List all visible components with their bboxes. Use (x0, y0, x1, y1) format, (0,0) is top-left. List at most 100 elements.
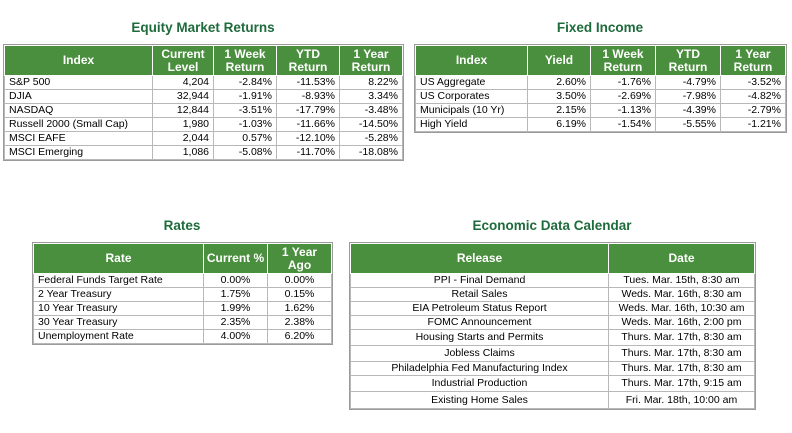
calendar-cell: EIA Petroleum Status Report (350, 301, 609, 316)
equity-cell: NASDAQ (4, 103, 153, 118)
fixed-income-cell: -1.76% (590, 75, 656, 90)
calendar-cell: PPI - Final Demand (350, 273, 609, 288)
calendar-header: Release (350, 243, 609, 274)
table-row: PPI - Final Demand Tues. Mar. 15th, 8:30… (350, 273, 755, 288)
rates-cell: 2.38% (267, 315, 332, 330)
calendar-cell: Jobless Claims (350, 345, 609, 362)
calendar-cell: Weds. Mar. 16th, 10:30 am (608, 301, 755, 316)
table-row: Municipals (10 Yr) 2.15% -1.13% -4.39% -… (415, 103, 786, 118)
rates-cell: 30 Year Treasury (33, 315, 204, 330)
equity-cell: -17.79% (276, 103, 340, 118)
rates-header: Rate (33, 243, 204, 274)
table-row: 2 Year Treasury 1.75% 0.15% (33, 287, 332, 302)
equity-cell: MSCI EAFE (4, 131, 153, 146)
equity-header-row: Index Current Level 1 Week Return YTD Re… (4, 45, 403, 76)
rates-cell: 2.35% (203, 315, 268, 330)
fixed-income-header: Yield (527, 45, 591, 76)
calendar-header: Date (608, 243, 755, 274)
fixed-income-cell: -1.21% (720, 117, 786, 132)
equity-cell: -2.84% (213, 75, 277, 90)
calendar-cell: Weds. Mar. 16th, 8:30 am (608, 287, 755, 302)
fixed-income-cell: 3.50% (527, 89, 591, 104)
equity-cell: -11.66% (276, 117, 340, 132)
fixed-income-cell: -1.13% (590, 103, 656, 118)
calendar-cell: FOMC Announcement (350, 315, 609, 330)
table-row: Unemployment Rate 4.00% 6.20% (33, 329, 332, 344)
equity-cell: 1,086 (152, 145, 214, 160)
equity-cell: 0.57% (213, 131, 277, 146)
table-row: High Yield 6.19% -1.54% -5.55% -1.21% (415, 117, 786, 132)
table-row: US Corporates 3.50% -2.69% -7.98% -4.82% (415, 89, 786, 104)
rates-cell: 0.00% (267, 273, 332, 288)
fixed-income-cell: -2.79% (720, 103, 786, 118)
rates-header-row: Rate Current % 1 Year Ago (33, 243, 332, 274)
equity-table: Index Current Level 1 Week Return YTD Re… (3, 44, 404, 161)
rates-cell: 0.00% (203, 273, 268, 288)
fixed-income-cell: US Aggregate (415, 75, 528, 90)
fixed-income-cell: -5.55% (655, 117, 721, 132)
rates-header: 1 Year Ago (267, 243, 332, 274)
equity-cell: Russell 2000 (Small Cap) (4, 117, 153, 132)
fixed-income-header: Index (415, 45, 528, 76)
fixed-income-cell: -4.39% (655, 103, 721, 118)
rates-cell: 2 Year Treasury (33, 287, 204, 302)
equity-cell: -5.08% (213, 145, 277, 160)
equity-cell: 1,980 (152, 117, 214, 132)
table-row: Existing Home Sales Fri. Mar. 18th, 10:0… (350, 391, 755, 409)
rates-header: Current % (203, 243, 268, 274)
table-row: MSCI Emerging 1,086 -5.08% -11.70% -18.0… (4, 145, 403, 160)
table-row: Retail Sales Weds. Mar. 16th, 8:30 am (350, 287, 755, 302)
equity-cell: -3.51% (213, 103, 277, 118)
calendar-table: Release Date PPI - Final Demand Tues. Ma… (349, 242, 756, 410)
equity-cell: 8.22% (339, 75, 403, 90)
calendar-cell: Existing Home Sales (350, 391, 609, 409)
equity-cell: -11.70% (276, 145, 340, 160)
calendar-cell: Philadelphia Fed Manufacturing Index (350, 361, 609, 376)
fixed-income-cell: -3.52% (720, 75, 786, 90)
fixed-income-header: YTD Return (655, 45, 721, 76)
rates-cell: 10 Year Treasury (33, 301, 204, 316)
table-row: Industrial Production Thurs. Mar. 17th, … (350, 375, 755, 392)
calendar-cell: Thurs. Mar. 17th, 9:15 am (608, 375, 755, 392)
fixed-income-cell: 2.15% (527, 103, 591, 118)
table-row: Housing Starts and Permits Thurs. Mar. 1… (350, 329, 755, 346)
fixed-income-cell: -1.54% (590, 117, 656, 132)
fixed-income-cell: -7.98% (655, 89, 721, 104)
fixed-income-title: Fixed Income (556, 20, 644, 35)
calendar-cell: Thurs. Mar. 17th, 8:30 am (608, 329, 755, 346)
calendar-title: Economic Data Calendar (472, 218, 632, 233)
fixed-income-header-row: Index Yield 1 Week Return YTD Return 1 Y… (415, 45, 786, 76)
rates-cell: 1.62% (267, 301, 332, 316)
fixed-income-cell: High Yield (415, 117, 528, 132)
equity-cell: -8.93% (276, 89, 340, 104)
equity-cell: -3.48% (339, 103, 403, 118)
equity-cell: 4,204 (152, 75, 214, 90)
equity-header: Current Level (152, 45, 214, 76)
equity-header: 1 Year Return (339, 45, 403, 76)
equity-cell: -11.53% (276, 75, 340, 90)
calendar-cell: Tues. Mar. 15th, 8:30 am (608, 273, 755, 288)
calendar-cell: Fri. Mar. 18th, 10:00 am (608, 391, 755, 409)
equity-header: YTD Return (276, 45, 340, 76)
table-row: DJIA 32,944 -1.91% -8.93% 3.34% (4, 89, 403, 104)
rates-cell: Federal Funds Target Rate (33, 273, 204, 288)
table-row: Jobless Claims Thurs. Mar. 17th, 8:30 am (350, 345, 755, 362)
table-row: 30 Year Treasury 2.35% 2.38% (33, 315, 332, 330)
rates-cell: 4.00% (203, 329, 268, 344)
fixed-income-cell: US Corporates (415, 89, 528, 104)
fixed-income-header: 1 Year Return (720, 45, 786, 76)
equity-cell: -12.10% (276, 131, 340, 146)
fixed-income-cell: Municipals (10 Yr) (415, 103, 528, 118)
fixed-income-table: Index Yield 1 Week Return YTD Return 1 Y… (414, 44, 787, 133)
fixed-income-cell: -4.82% (720, 89, 786, 104)
equity-cell: -1.91% (213, 89, 277, 104)
table-row: NASDAQ 12,844 -3.51% -17.79% -3.48% (4, 103, 403, 118)
rates-cell: 6.20% (267, 329, 332, 344)
table-row: US Aggregate 2.60% -1.76% -4.79% -3.52% (415, 75, 786, 90)
table-row: MSCI EAFE 2,044 0.57% -12.10% -5.28% (4, 131, 403, 146)
calendar-cell: Housing Starts and Permits (350, 329, 609, 346)
rates-cell: Unemployment Rate (33, 329, 204, 344)
table-row: Philadelphia Fed Manufacturing Index Thu… (350, 361, 755, 376)
fixed-income-cell: -2.69% (590, 89, 656, 104)
table-row: Russell 2000 (Small Cap) 1,980 -1.03% -1… (4, 117, 403, 132)
